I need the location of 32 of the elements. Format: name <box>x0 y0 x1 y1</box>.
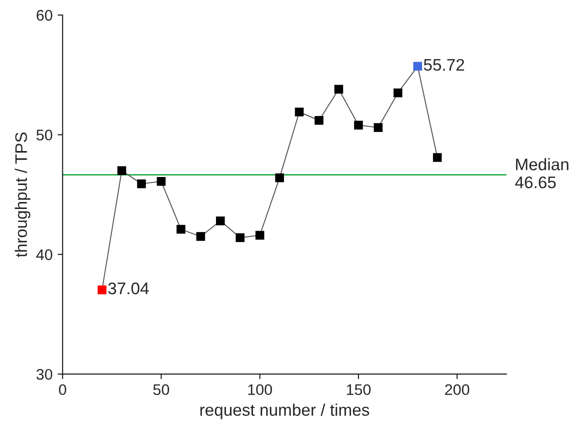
data-label: 55.72 <box>424 58 464 71</box>
data-label: 37.04 <box>108 282 149 294</box>
point <box>196 232 206 241</box>
point <box>354 120 363 130</box>
point <box>413 62 422 71</box>
point <box>294 108 304 116</box>
point <box>236 233 245 242</box>
point <box>334 84 344 94</box>
point <box>156 177 166 186</box>
x-tick-label: 100 <box>248 384 272 396</box>
x-tick-label: 200 <box>445 384 470 396</box>
y-tick-label: 60 <box>36 10 52 21</box>
y-axis-title: throughput / TPS <box>14 132 30 258</box>
ref-line-label: Median 46.65 <box>515 158 568 188</box>
y-tick-label: 50 <box>36 130 52 140</box>
point <box>98 285 106 294</box>
point <box>255 230 264 240</box>
x-tick-label: 50 <box>153 384 170 396</box>
point <box>275 173 284 182</box>
point <box>432 153 442 162</box>
point <box>137 179 146 188</box>
point <box>117 166 126 176</box>
y-tick-label: 30 <box>36 368 52 380</box>
point <box>176 224 186 234</box>
x-tick-label: 0 <box>58 384 66 396</box>
y-tick-label: 40 <box>36 249 52 260</box>
point <box>216 216 225 226</box>
point <box>394 88 402 98</box>
x-axis-title: request number / times <box>200 404 370 420</box>
point <box>314 116 324 125</box>
x-tick-label: 150 <box>346 384 371 396</box>
point <box>374 123 383 132</box>
